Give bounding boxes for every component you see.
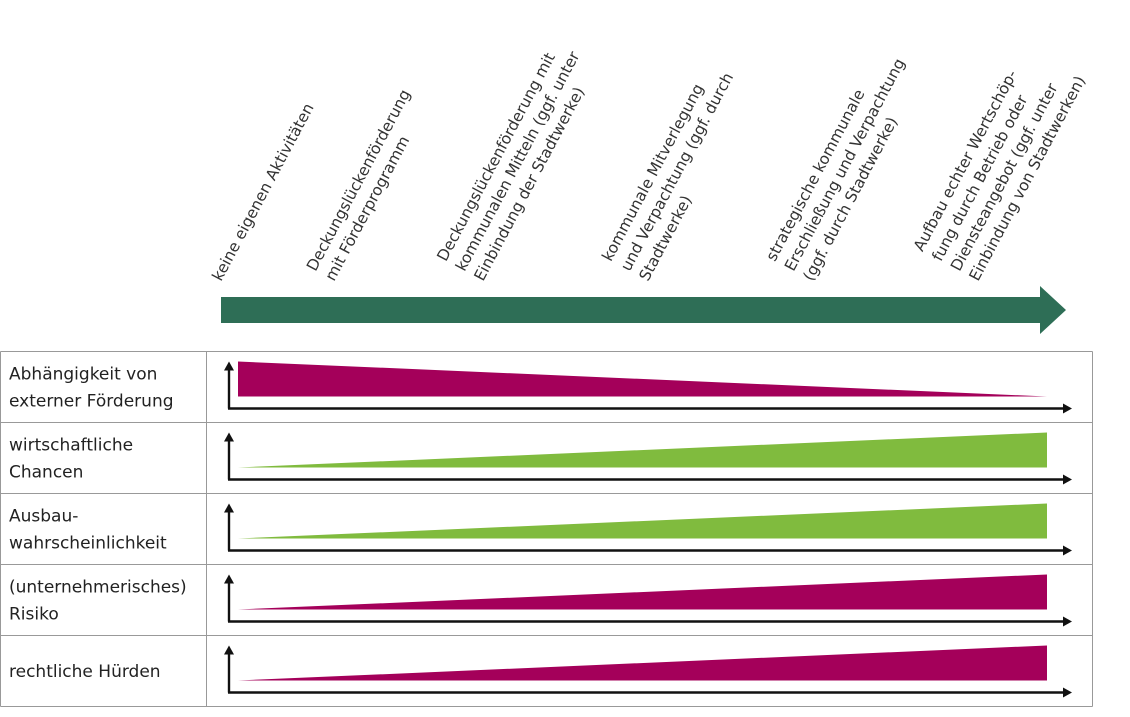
criteria-row: (unternehmerisches) Risiko (9, 574, 1072, 627)
y-axis-arrowhead (224, 574, 234, 584)
criteria-label: (unternehmerisches) (9, 578, 187, 598)
trend-wedge-increasing (238, 574, 1047, 610)
stage-label-1: keine eigenen Aktivitäten (209, 100, 318, 284)
criteria-label: Risiko (9, 605, 59, 625)
stage-label-6: Aufbau echter Wertschöp-fung durch Betri… (910, 67, 1089, 284)
stage-label-line: kommunale Mitverlegung (599, 81, 708, 264)
stage-label-line: kommunalen Mitteln (ggf. unter (452, 48, 584, 274)
trend-wedge-increasing (238, 432, 1047, 468)
y-axis-arrowhead (224, 503, 234, 513)
stage-label-line: keine eigenen Aktivitäten (209, 100, 318, 284)
x-axis-arrowhead (1063, 474, 1072, 485)
trend-wedge-decreasing (238, 361, 1047, 397)
criteria-row: wirtschaftliche Chancen (9, 432, 1072, 485)
y-axis-arrowhead (224, 432, 234, 442)
criteria-label: Abhängigkeit von (9, 365, 157, 385)
y-axis-arrowhead (224, 645, 234, 655)
x-axis-arrowhead (1063, 545, 1072, 556)
trend-wedge-increasing (238, 645, 1047, 681)
stage-label-line: Deckungslückenförderung (303, 87, 414, 274)
y-axis-arrowhead (224, 361, 234, 371)
stage-label-line: Erschließung und Verpachtung (781, 56, 909, 274)
criteria-label: externer Förderung (9, 392, 174, 412)
x-axis-arrowhead (1063, 687, 1072, 698)
criteria-label: Chancen (9, 463, 83, 483)
x-axis-arrowhead (1063, 616, 1072, 627)
criteria-row: rechtliche Hürden (9, 645, 1072, 698)
criteria-row: Ausbau-wahrscheinlichkeit (9, 503, 1072, 556)
x-axis-arrowhead (1063, 403, 1072, 414)
trend-wedge-increasing (238, 503, 1047, 539)
criteria-label: rechtliche Hürden (9, 662, 161, 682)
criteria-label: Ausbau- (9, 507, 78, 527)
criteria-row: Abhängigkeit von externer Förderung (9, 361, 1072, 414)
criteria-label: wahrscheinlichkeit (9, 534, 167, 554)
stage-labels: keine eigenen AktivitätenDeckungslückenf… (209, 48, 1090, 284)
stage-label-line: und Verpachtung (ggf. durch (617, 70, 737, 274)
main-progression-arrow (221, 286, 1066, 334)
criteria-label: wirtschaftliche (9, 436, 133, 456)
criteria-table: Abhängigkeit von externer Förderung wirtsc… (0, 351, 1093, 707)
